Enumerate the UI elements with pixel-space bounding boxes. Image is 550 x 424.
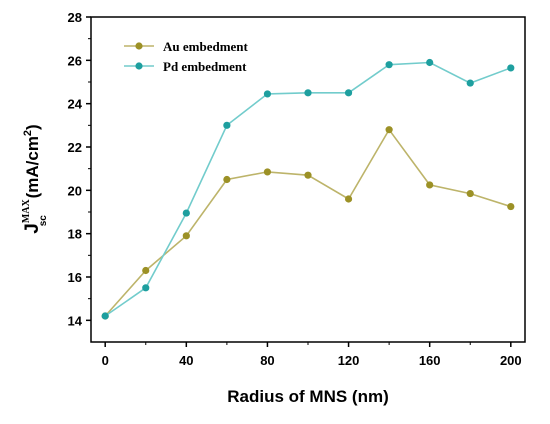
x-axis-title: Radius of MNS (nm) (227, 387, 389, 406)
legend-label-au: Au embedment (163, 39, 249, 54)
data-point-pd (344, 89, 353, 97)
x-tick-label: 40 (179, 353, 193, 368)
data-point-pd (304, 89, 312, 97)
x-tick-label: 120 (338, 353, 360, 368)
data-point-pd (101, 312, 109, 320)
y-axis-title: JMAX sc (mA/cm2) (21, 124, 49, 233)
data-point-pd (223, 121, 231, 129)
data-point-pd (263, 90, 272, 98)
y-title-superscript: MAX (21, 198, 32, 223)
y-title-units-sup: 2 (22, 130, 34, 136)
legend-label-pd: Pd embedment (163, 59, 247, 74)
data-point-au (263, 168, 272, 176)
data-point-au (466, 189, 474, 198)
series-line-au (104, 128, 512, 317)
data-point-au (385, 126, 393, 134)
series-layer (101, 58, 515, 320)
x-tick-label: 80 (260, 353, 274, 368)
data-point-au (426, 181, 434, 189)
y-title-subscript: sc (38, 215, 49, 227)
x-axis-ticks: 0 40 80 120 160 200 (102, 342, 522, 368)
y-tick-label: 16 (68, 270, 82, 285)
data-point-pd (507, 64, 515, 72)
data-point-au (182, 232, 190, 240)
y-title-units-end: ) (23, 124, 42, 130)
y-tick-label: 20 (68, 183, 82, 198)
legend-marker-au (135, 42, 143, 50)
data-point-au (507, 202, 515, 211)
y-axis-ticks: 14 16 18 20 22 24 26 28 (68, 10, 91, 328)
x-tick-label: 0 (102, 353, 109, 368)
x-tick-label: 200 (500, 353, 522, 368)
data-point-pd (182, 209, 190, 217)
y-title-main: J (22, 223, 43, 234)
y-title-units: (mA/cm (23, 136, 42, 203)
data-point-au (223, 175, 231, 184)
legend: Au embedment Pd embedment (124, 39, 249, 74)
data-point-au (344, 195, 353, 203)
y-tick-label: 26 (68, 53, 82, 68)
data-point-pd (142, 284, 150, 292)
y-tick-label: 28 (68, 10, 82, 25)
x-tick-label: 160 (419, 353, 441, 368)
data-point-pd (466, 79, 474, 87)
data-point-au (142, 266, 150, 275)
y-tick-label: 14 (68, 313, 83, 328)
legend-marker-pd (135, 62, 143, 70)
data-point-au (304, 171, 312, 179)
plot-frame (90, 16, 526, 343)
data-point-pd (426, 58, 434, 67)
y-tick-label: 18 (68, 227, 82, 242)
y-tick-label: 22 (68, 140, 82, 155)
data-point-pd (385, 61, 393, 69)
y-tick-label: 24 (68, 97, 83, 112)
